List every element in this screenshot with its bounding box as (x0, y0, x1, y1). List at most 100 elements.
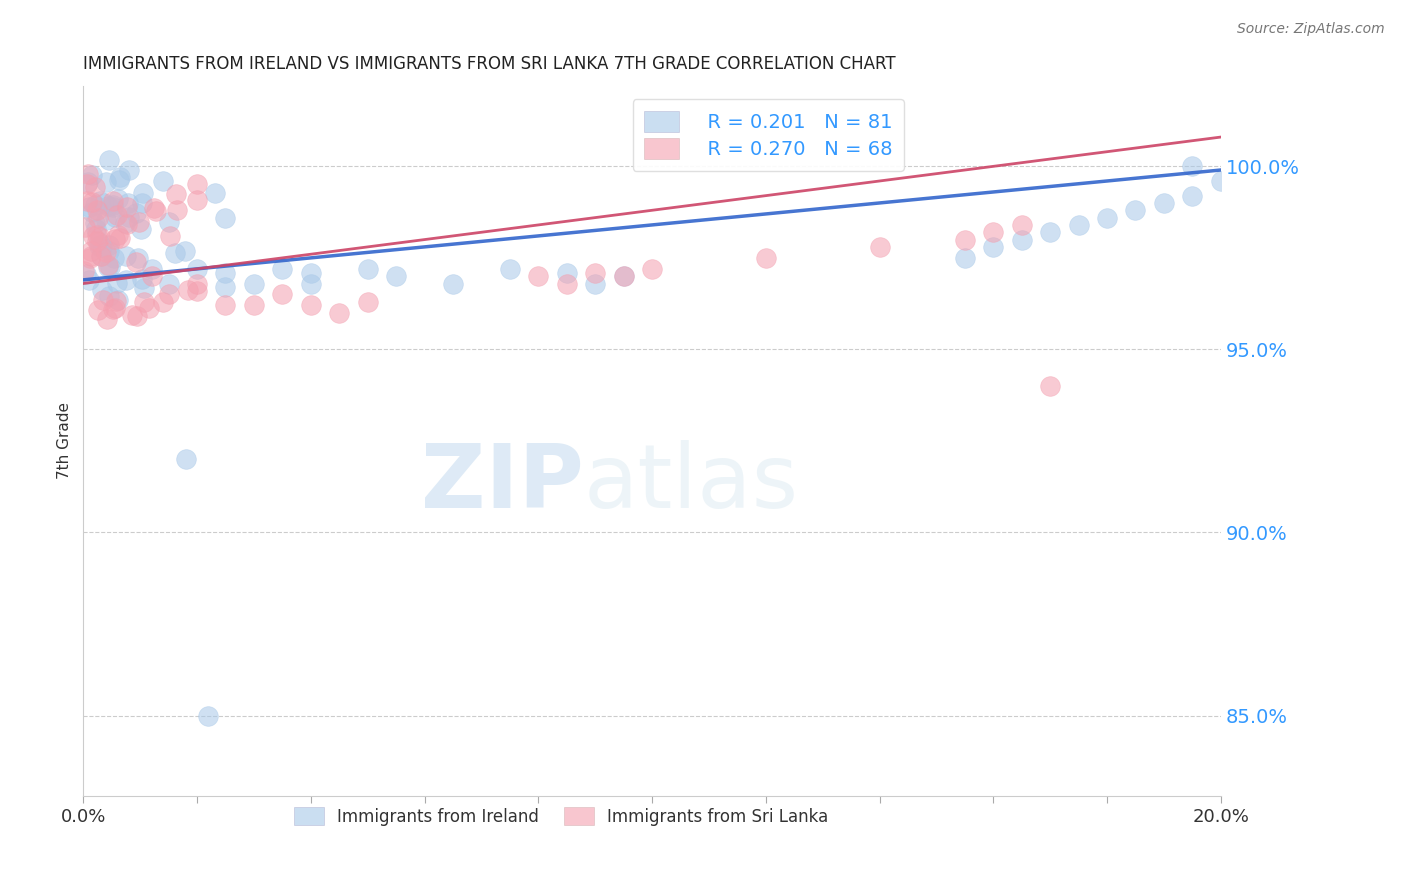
Point (356, 294, 378, 309)
Point (214, 298, 236, 312)
Point (131, 195, 153, 210)
Point (80, 205, 103, 219)
Point (141, 261, 163, 276)
Point (165, 187, 187, 202)
Point (555, 266, 578, 280)
Point (105, 294, 128, 309)
Point (107, 293, 129, 307)
Point (96, 213, 118, 227)
Point (97, 238, 120, 252)
Point (82, 194, 104, 209)
Point (90, 238, 112, 252)
Point (77, 273, 100, 287)
Point (127, 252, 149, 266)
Point (157, 277, 180, 291)
Point (86, 234, 108, 248)
Point (75, 267, 97, 281)
Point (1039, 225, 1062, 239)
Point (159, 229, 181, 244)
Point (101, 194, 124, 208)
Point (108, 169, 131, 184)
Point (869, 240, 891, 254)
Point (555, 277, 578, 291)
Point (527, 269, 550, 284)
Point (101, 301, 124, 316)
Point (104, 210, 127, 224)
Point (75, 219, 97, 234)
Point (94, 175, 117, 189)
Point (243, 298, 266, 312)
Point (108, 231, 131, 245)
Point (79, 244, 101, 258)
Text: atlas: atlas (583, 440, 799, 527)
Point (103, 200, 125, 214)
Point (97, 153, 120, 167)
Point (86, 227, 108, 242)
Point (953, 251, 976, 265)
Point (1181, 188, 1204, 202)
Point (129, 222, 152, 236)
Point (166, 203, 188, 218)
Legend: Immigrants from Ireland, Immigrants from Sri Lanka: Immigrants from Ireland, Immigrants from… (285, 798, 837, 834)
Point (1095, 211, 1118, 225)
Point (613, 269, 636, 284)
Point (328, 306, 350, 320)
Point (299, 298, 322, 312)
Y-axis label: 7th Grade: 7th Grade (58, 402, 72, 479)
Point (82, 229, 104, 244)
Point (441, 277, 464, 291)
Point (174, 452, 197, 467)
Point (76, 175, 98, 189)
Point (177, 283, 200, 297)
Point (107, 192, 129, 206)
Point (299, 266, 322, 280)
Point (91, 240, 114, 254)
Point (271, 261, 294, 276)
Point (89, 230, 111, 244)
Point (163, 245, 186, 260)
Point (86, 202, 108, 217)
Point (115, 249, 138, 263)
Point (159, 215, 181, 229)
Point (96, 312, 118, 326)
Point (104, 301, 127, 315)
Point (499, 261, 522, 276)
Point (613, 269, 636, 284)
Point (77, 167, 100, 181)
Point (186, 178, 208, 192)
Point (141, 269, 163, 284)
Point (583, 277, 606, 291)
Point (142, 201, 165, 215)
Point (755, 251, 778, 265)
Point (128, 215, 150, 229)
Point (1125, 203, 1147, 218)
Point (114, 216, 136, 230)
Point (84, 197, 107, 211)
Text: ZIP: ZIP (420, 440, 583, 527)
Point (152, 295, 174, 310)
Point (87, 303, 110, 318)
Point (118, 210, 141, 224)
Point (214, 266, 236, 280)
Point (82, 169, 104, 183)
Point (107, 227, 129, 242)
Point (125, 205, 148, 219)
Point (76, 177, 98, 191)
Point (97, 260, 120, 275)
Point (86, 221, 108, 235)
Point (94, 244, 117, 259)
Point (108, 173, 131, 187)
Point (76, 194, 98, 209)
Point (77, 200, 100, 214)
Point (115, 201, 138, 215)
Point (385, 269, 408, 284)
Point (186, 284, 208, 298)
Point (93, 196, 115, 211)
Point (98, 260, 121, 274)
Point (1011, 218, 1033, 232)
Point (127, 309, 149, 323)
Point (80, 249, 103, 263)
Point (132, 295, 155, 310)
Point (84, 216, 107, 230)
Point (356, 261, 378, 276)
